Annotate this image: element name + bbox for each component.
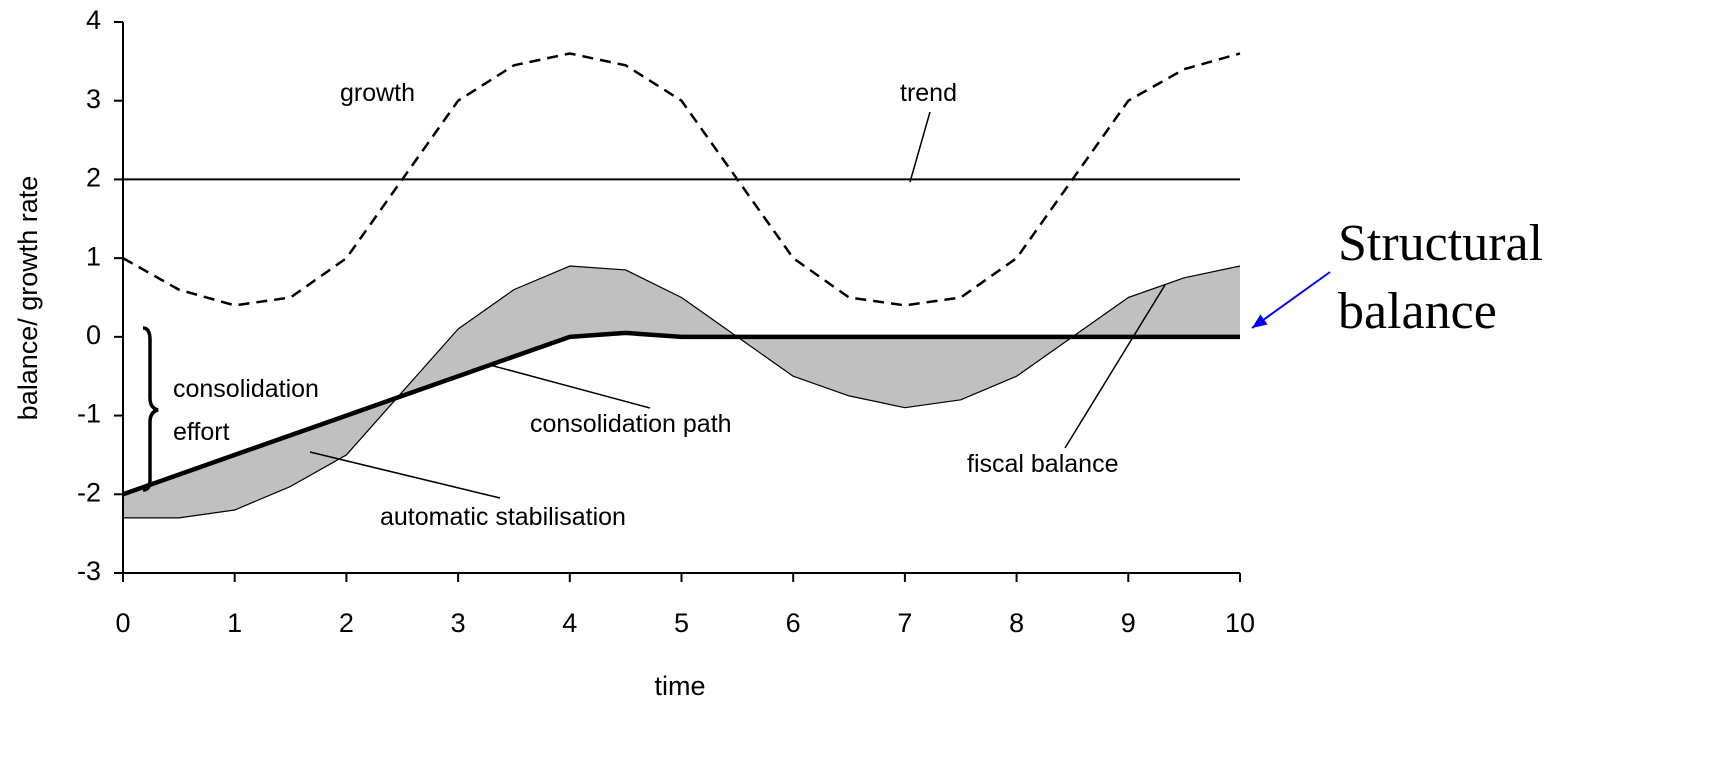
leader-line (489, 364, 651, 409)
annotation: trend (900, 79, 957, 107)
leader-line (909, 111, 931, 183)
y-tick-label: 4 (86, 5, 101, 35)
line-series (123, 265, 1241, 519)
x-tick-label: 10 (1225, 608, 1255, 638)
x-tick-label: 9 (1121, 608, 1136, 638)
y-tick-label: -2 (77, 477, 101, 507)
leader-line (309, 451, 501, 499)
y-tick-label: -1 (77, 399, 101, 429)
y-tick-label: 3 (86, 84, 101, 114)
x-tick-label: 1 (227, 608, 242, 638)
leader-line (1064, 284, 1166, 449)
arrow-head (1252, 314, 1268, 328)
annotation: automatic stabilisation (380, 503, 626, 531)
annotation: consolidation effort (173, 375, 319, 446)
x-tick-label: 3 (451, 608, 466, 638)
x-tick-label: 4 (562, 608, 577, 638)
y-tick-label: 2 (86, 163, 101, 193)
brace (142, 326, 159, 492)
shaded-area (123, 266, 1240, 518)
arrow-shaft (1251, 271, 1331, 329)
x-tick-label: 8 (1009, 608, 1024, 638)
y-axis-label: balance/ growth rate (13, 176, 43, 421)
annotation: Structural balance (1338, 215, 1544, 340)
y-tick-label: 0 (86, 320, 101, 350)
x-tick-label: 2 (339, 608, 354, 638)
line-series (122, 330, 1240, 497)
x-tick-label: 7 (897, 608, 912, 638)
y-tick-label: -3 (77, 556, 101, 586)
x-axis-label: time (654, 671, 705, 701)
annotation: growth (340, 79, 416, 107)
line-series (122, 52, 1241, 307)
annotation: fiscal balance (967, 450, 1119, 478)
x-tick-label: 5 (674, 608, 689, 638)
x-tick-label: 6 (786, 608, 801, 638)
y-tick-label: 1 (86, 241, 101, 271)
x-tick-label: 0 (115, 608, 130, 638)
annotation: consolidation path (530, 410, 732, 438)
